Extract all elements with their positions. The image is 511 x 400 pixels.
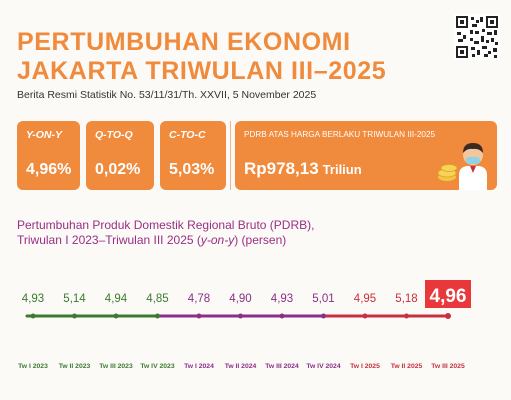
x-tick-label: Tw I 2024 — [184, 363, 214, 370]
data-label: 4,96 — [430, 286, 467, 307]
x-tick-label: Tw III 2024 — [265, 363, 299, 370]
x-tick-label: Tw I 2025 — [350, 363, 380, 370]
data-point — [72, 313, 77, 319]
x-tick-label: Tw II 2023 — [59, 363, 91, 370]
data-point — [155, 313, 160, 319]
data-label: 4,95 — [354, 293, 376, 305]
qr-code-icon — [454, 14, 500, 60]
stat-card-qtq: Q-TO-Q 0,02% — [86, 121, 154, 190]
data-point — [113, 313, 119, 319]
data-point — [404, 313, 409, 319]
x-tick-label: Tw III 2023 — [99, 363, 133, 370]
page-title: PERTUMBUHAN EKONOMI JAKARTA TRIWULAN III… — [17, 28, 447, 86]
data-point — [445, 313, 451, 319]
stat-value: 0,02% — [95, 161, 141, 178]
data-point — [321, 313, 326, 319]
data-label: 4,93 — [22, 293, 44, 305]
title-line-2: JAKARTA TRIWULAN III–2025 — [17, 57, 387, 85]
x-tick-label: Tw IV 2023 — [140, 363, 174, 370]
data-label: 4,90 — [229, 293, 251, 305]
data-point — [30, 313, 36, 319]
pdrb-card: PDRB ATAS HARGA BERLAKU TRIWULAN III-202… — [235, 121, 497, 190]
stat-value: 5,03% — [169, 161, 215, 178]
data-label: 4,78 — [188, 293, 210, 305]
stat-label: Y-ON-Y — [26, 129, 62, 141]
data-label: 4,93 — [271, 293, 293, 305]
data-label: 5,18 — [395, 293, 417, 305]
stat-label: C-TO-C — [169, 129, 206, 141]
x-tick-label: Tw IV 2024 — [306, 363, 340, 370]
data-point — [238, 313, 243, 319]
chart-title-suffix: ) (persen) — [234, 233, 287, 247]
x-tick-label: Tw I 2023 — [18, 363, 48, 370]
data-label: 5,01 — [312, 293, 334, 305]
highlight-label-box — [425, 280, 471, 308]
person-with-coins-icon — [437, 143, 487, 190]
data-point — [362, 313, 368, 319]
stat-card-yoy: Y-ON-Y 4,96% — [17, 121, 80, 190]
pdrb-unit: Triliun — [322, 162, 362, 177]
pdrb-growth-chart: 4,93 Tw I 2023 5,14 Tw II 2023 4,94 Tw III 20… — [18, 280, 471, 370]
data-point — [279, 313, 285, 319]
chart-title-italic: y-on-y — [200, 233, 235, 247]
chart-title: Pertumbuhan Produk Domestik Regional Bru… — [17, 218, 314, 248]
release-info: Berita Resmi Statistik No. 53/11/31/Th. … — [17, 89, 317, 101]
data-label: 4,94 — [105, 293, 128, 305]
data-label: 4,85 — [146, 293, 168, 305]
data-point — [196, 313, 202, 319]
data-label: 5,14 — [63, 293, 86, 305]
divider — [230, 121, 231, 190]
x-tick-label: Tw III 2025 — [431, 363, 465, 370]
title-line-1: PERTUMBUHAN EKONOMI — [17, 28, 351, 56]
chart-title-prefix: Triwulan I 2023–Triwulan III 2025 ( — [17, 233, 201, 247]
pdrb-value: Rp978,13 — [244, 159, 319, 178]
stat-value: 4,96% — [26, 161, 72, 178]
x-tick-label: Tw II 2024 — [225, 363, 257, 370]
x-tick-label: Tw II 2025 — [391, 363, 423, 370]
stat-label: Q-TO-Q — [95, 129, 133, 141]
pdrb-label: PDRB ATAS HARGA BERLAKU TRIWULAN III-202… — [244, 130, 436, 139]
stat-card-ctc: C-TO-C 5,03% — [160, 121, 226, 190]
pdrb-value-line: Rp978,13 Triliun — [244, 159, 362, 179]
chart-title-line-1: Pertumbuhan Produk Domestik Regional Bru… — [17, 218, 315, 232]
